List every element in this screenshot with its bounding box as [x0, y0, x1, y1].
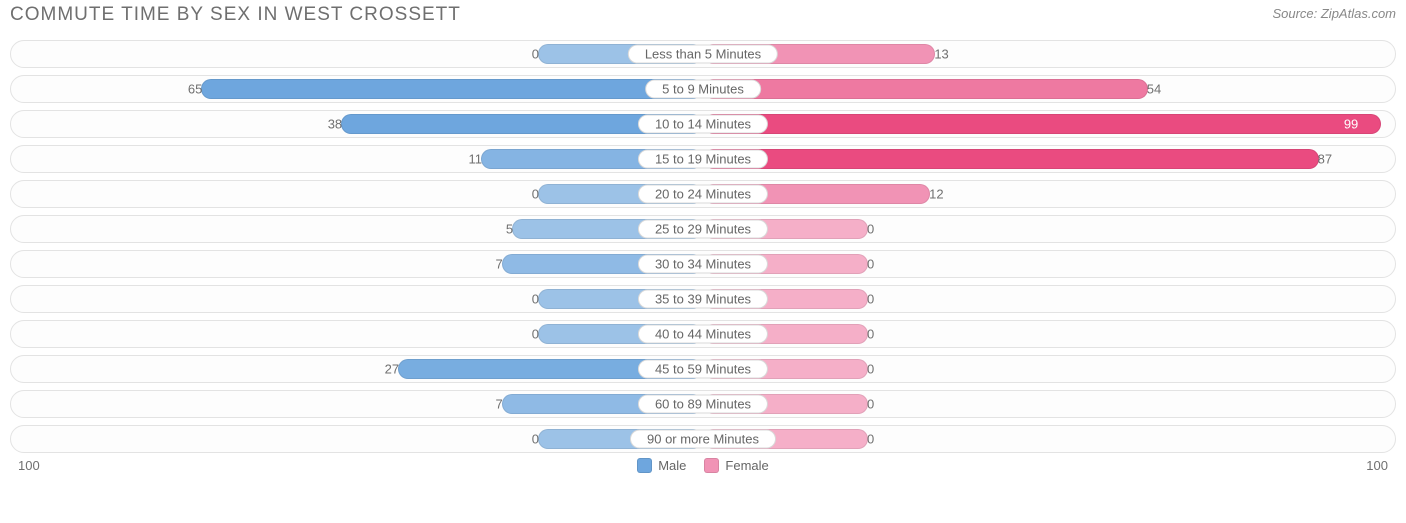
female-value: 0	[867, 292, 874, 307]
male-bar	[201, 79, 703, 99]
row-category-label: 20 to 24 Minutes	[638, 185, 768, 204]
female-value: 0	[867, 222, 874, 237]
chart-row: 45 to 59 Minutes 27 0	[10, 355, 1396, 383]
chart-row: 60 to 89 Minutes 7 0	[10, 390, 1396, 418]
male-value: 0	[532, 187, 539, 202]
male-value: 0	[532, 292, 539, 307]
male-value: 0	[532, 47, 539, 62]
chart-body: Less than 5 Minutes0135 to 9 Minutes6554…	[0, 28, 1406, 453]
row-category-label: 45 to 59 Minutes	[638, 360, 768, 379]
male-value: 65	[188, 82, 202, 97]
male-value: 7	[496, 397, 503, 412]
chart-row: 5 to 9 Minutes 65 54	[10, 75, 1396, 103]
legend-female-label: Female	[725, 458, 768, 473]
chart-title: COMMUTE TIME BY SEX IN WEST CROSSETT	[10, 4, 461, 26]
female-value: 12	[929, 187, 943, 202]
male-swatch-icon	[637, 458, 652, 473]
row-category-label: 5 to 9 Minutes	[645, 80, 761, 99]
source-attribution: Source: ZipAtlas.com	[1272, 4, 1396, 21]
male-value: 5	[506, 222, 513, 237]
row-category-label: 40 to 44 Minutes	[638, 325, 768, 344]
chart-row: 40 to 44 Minutes 0 0	[10, 320, 1396, 348]
chart-row: 15 to 19 Minutes 11 87	[10, 145, 1396, 173]
legend-male: Male	[637, 458, 686, 473]
chart-row: Less than 5 Minutes 0 13	[10, 40, 1396, 68]
female-value: 87	[1318, 152, 1332, 167]
chart-row: 30 to 34 Minutes 7 0	[10, 250, 1396, 278]
row-category-label: 35 to 39 Minutes	[638, 290, 768, 309]
female-bar	[703, 149, 1319, 169]
row-category-label: 15 to 19 Minutes	[638, 150, 768, 169]
male-value: 0	[532, 327, 539, 342]
chart-row: 25 to 29 Minutes 5 0	[10, 215, 1396, 243]
legend-male-label: Male	[658, 458, 686, 473]
row-category-label: 60 to 89 Minutes	[638, 395, 768, 414]
female-value: 13	[934, 47, 948, 62]
male-value: 7	[496, 257, 503, 272]
axis-max-right: 100	[1366, 458, 1388, 473]
female-swatch-icon	[704, 458, 719, 473]
chart-row: 20 to 24 Minutes 0 12	[10, 180, 1396, 208]
axis-max-left: 100	[18, 458, 40, 473]
female-value: 0	[867, 362, 874, 377]
row-category-label: 90 or more Minutes	[630, 430, 776, 449]
chart-row: 35 to 39 Minutes 0 0	[10, 285, 1396, 313]
female-bar	[703, 79, 1148, 99]
row-category-label: 25 to 29 Minutes	[638, 220, 768, 239]
chart-row: 10 to 14 Minutes 38 99	[10, 110, 1396, 138]
legend-female: Female	[704, 458, 768, 473]
legend: Male Female	[637, 458, 769, 473]
male-value: 0	[532, 432, 539, 447]
row-category-label: 10 to 14 Minutes	[638, 115, 768, 134]
female-value: 54	[1147, 82, 1161, 97]
female-value: 0	[867, 257, 874, 272]
male-value: 38	[328, 117, 342, 132]
female-value: 0	[867, 327, 874, 342]
female-bar	[703, 114, 1381, 134]
male-value: 27	[385, 362, 399, 377]
male-value: 11	[469, 152, 483, 167]
female-value: 0	[867, 432, 874, 447]
chart-row: 90 or more Minutes 0 0	[10, 425, 1396, 453]
row-category-label: 30 to 34 Minutes	[638, 255, 768, 274]
female-value: 99	[1344, 117, 1358, 132]
row-category-label: Less than 5 Minutes	[628, 45, 778, 64]
female-value: 0	[867, 397, 874, 412]
